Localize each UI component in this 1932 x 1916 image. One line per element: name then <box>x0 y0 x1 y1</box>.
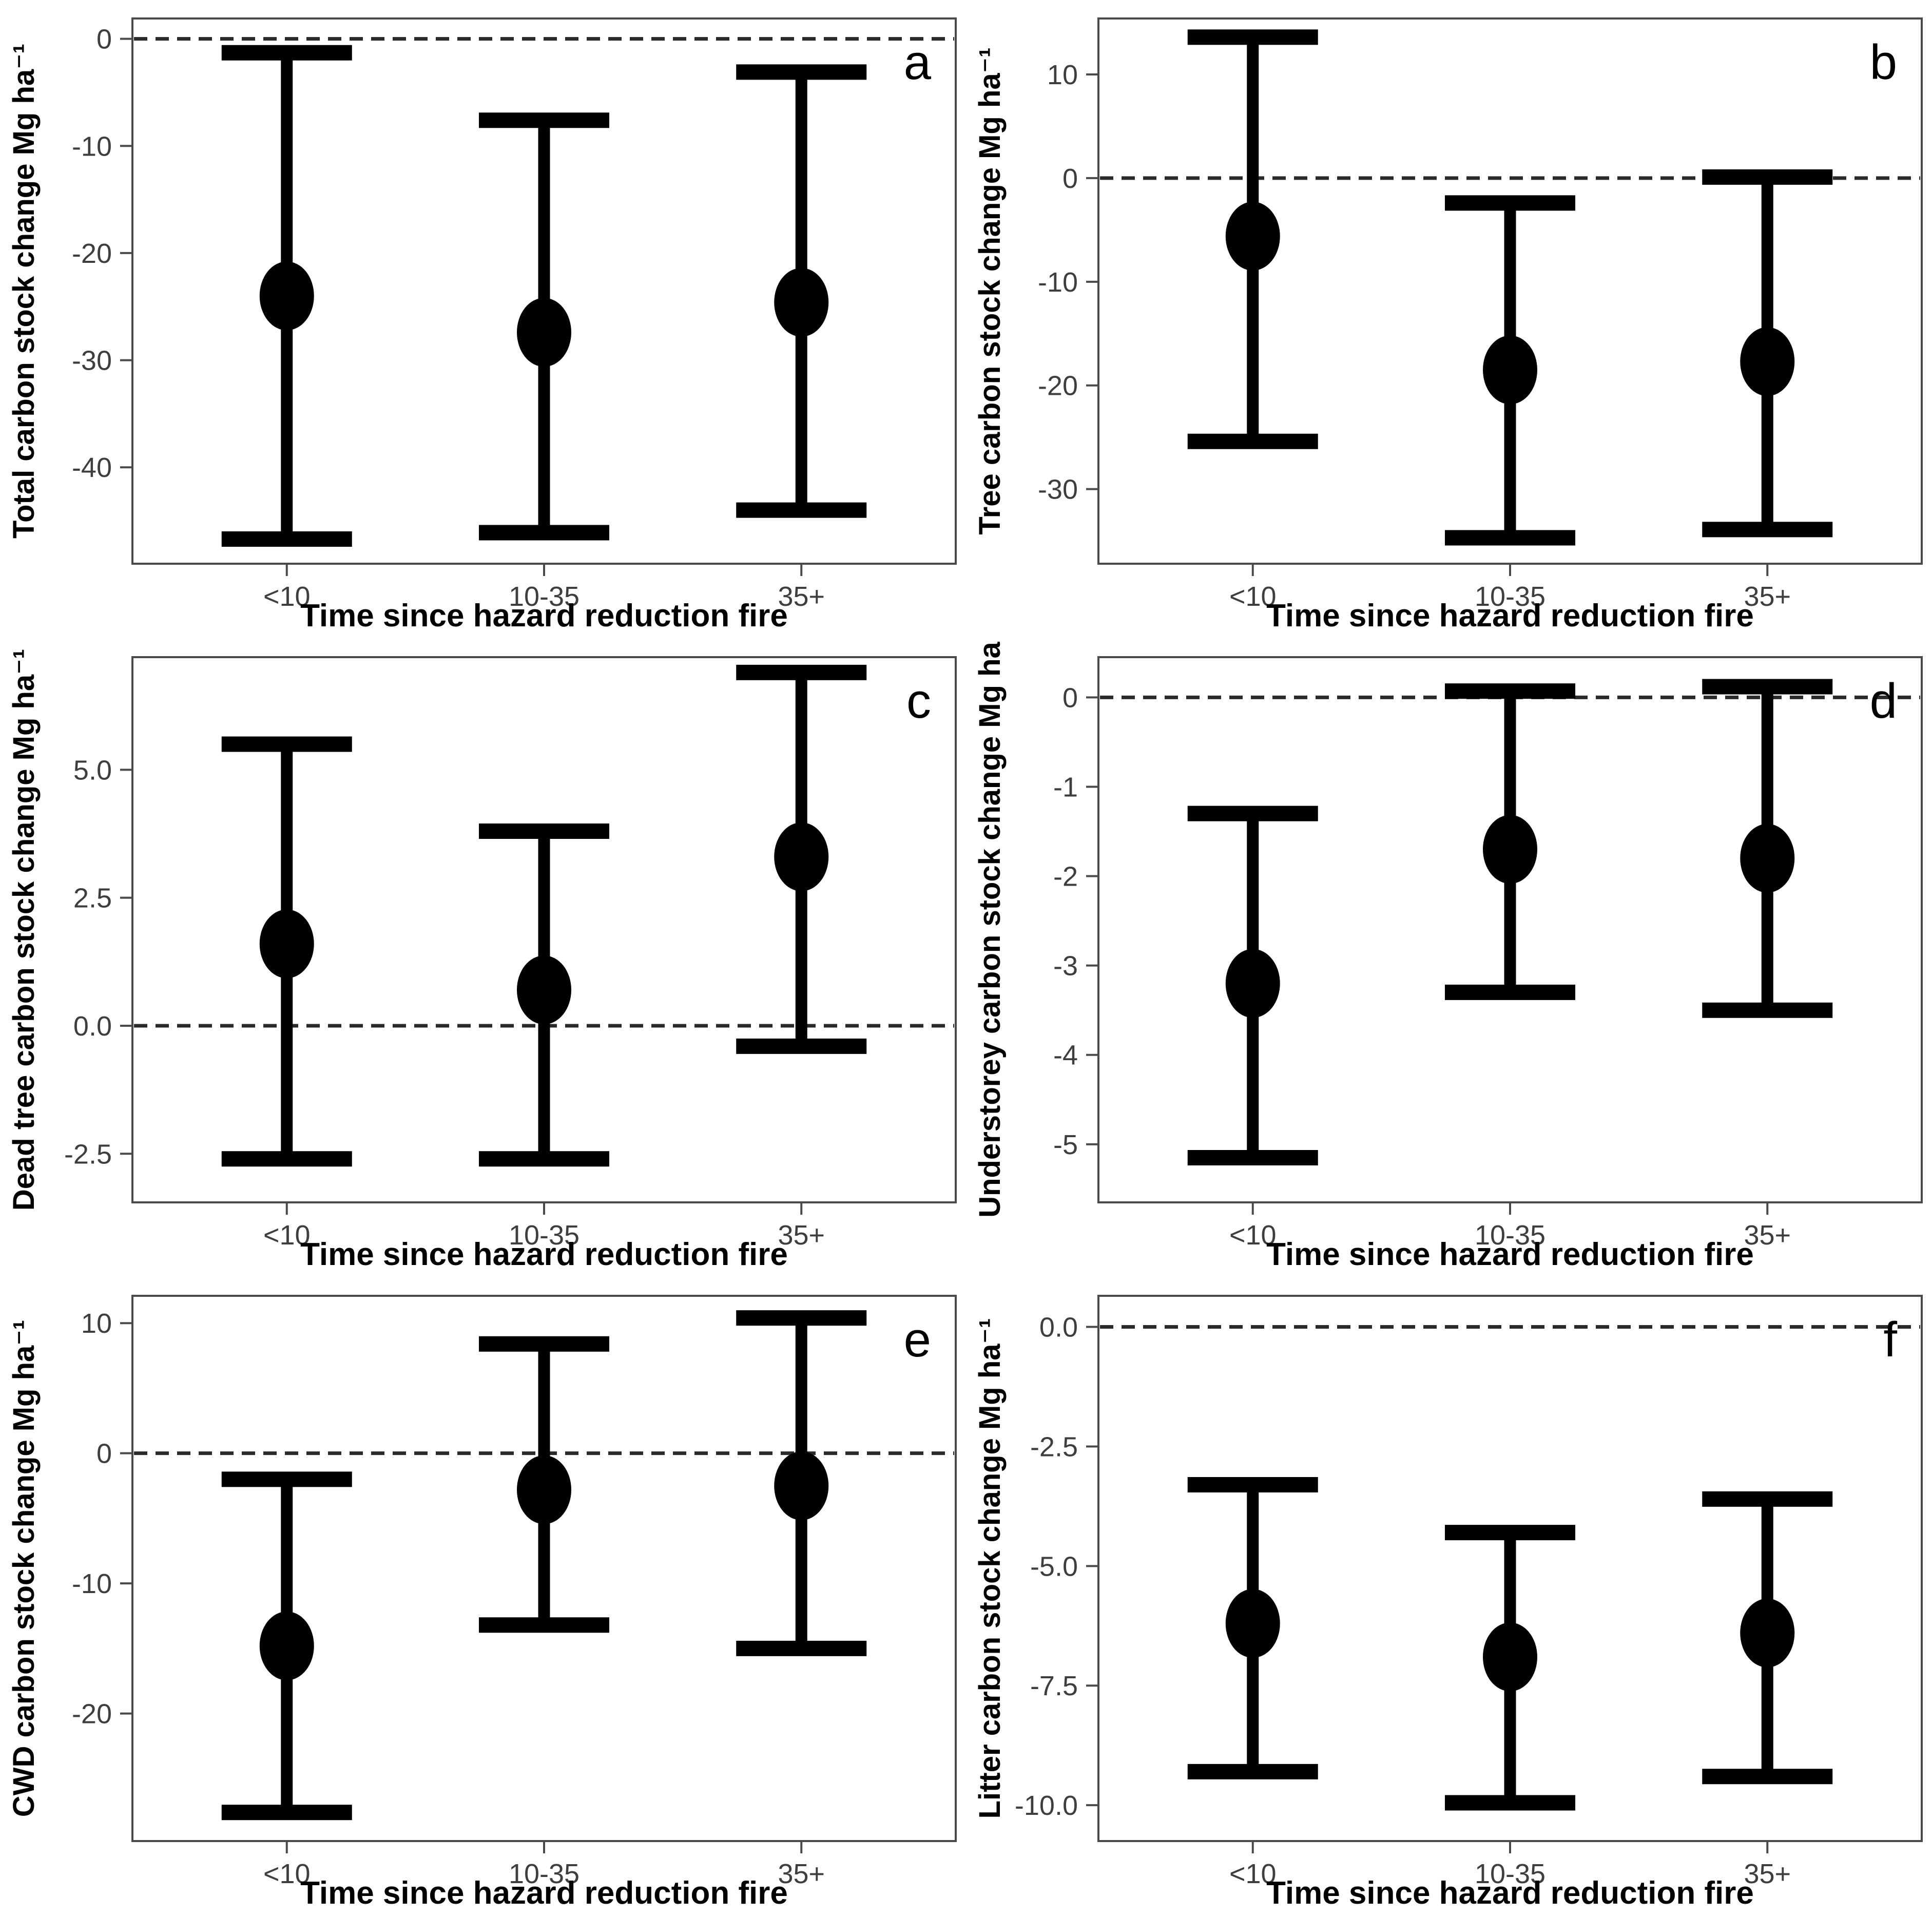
y-tick-label: -1 <box>1053 772 1078 802</box>
y-tick-label: 0 <box>96 1439 112 1469</box>
x-tick-label: 10-35 <box>509 1220 579 1251</box>
y-tick-label: 0.0 <box>1039 1312 1078 1343</box>
y-axis-title: Understorey carbon stock change Mg ha <box>973 641 1007 1217</box>
y-tick-label: -40 <box>72 452 112 483</box>
y-tick-label: -5 <box>1053 1129 1078 1160</box>
data-point <box>259 1611 314 1680</box>
y-tick-label: 5.0 <box>73 755 112 785</box>
y-tick-label: 10 <box>81 1308 112 1339</box>
y-axis-title: CWD carbon stock change Mg ha⁻¹ <box>7 1320 41 1817</box>
x-tick-label: <10 <box>1229 581 1277 612</box>
y-tick-label: 0 <box>1062 163 1078 194</box>
data-point <box>774 267 829 337</box>
y-tick-label: 2.5 <box>73 883 112 914</box>
data-point <box>1225 201 1280 271</box>
x-tick-label: <10 <box>263 1858 311 1889</box>
y-tick-label: -2.5 <box>64 1139 112 1170</box>
panel-letter: c <box>906 674 931 729</box>
y-tick-label: -30 <box>72 346 112 376</box>
data-point <box>1483 1622 1537 1692</box>
panel-e-cwd-carbon: 10 0 -10 -20 <10 10-35 35+Time since hazard re… <box>0 1277 966 1916</box>
x-tick-label: <10 <box>263 581 311 612</box>
x-tick-label: 10-35 <box>509 581 579 612</box>
x-axis-title: Time since hazard reduction fire <box>1266 598 1754 634</box>
x-axis-title: Time since hazard reduction fire <box>300 1875 788 1911</box>
x-tick-label: <10 <box>1229 1858 1277 1889</box>
y-tick-label: -2.5 <box>1030 1431 1078 1462</box>
x-tick-label: 35+ <box>1744 1858 1791 1889</box>
x-tick-label: 35+ <box>1744 581 1791 612</box>
data-point <box>1483 815 1537 884</box>
x-tick-label: 35+ <box>778 1858 825 1889</box>
data-point <box>1483 335 1537 405</box>
data-point <box>259 909 314 979</box>
y-tick-label: -30 <box>1038 474 1078 505</box>
y-tick-label: -20 <box>72 238 112 269</box>
y-tick-label: -20 <box>1038 371 1078 401</box>
y-axis-title: Tree carbon stock change Mg ha⁻¹ <box>973 47 1007 534</box>
x-tick-label: 10-35 <box>1475 1220 1545 1251</box>
data-point <box>1225 949 1280 1018</box>
panel-b-tree-carbon: 10 0 -10 -20 -30 <10 10-35 35+Time since hazard… <box>966 0 1932 639</box>
x-tick-label: 10-35 <box>509 1858 579 1889</box>
panel-letter: d <box>1870 674 1897 729</box>
y-tick-label: -10 <box>1038 267 1078 298</box>
panel-letter: e <box>904 1312 931 1367</box>
data-point <box>774 822 829 891</box>
y-axis-title: Total carbon stock change Mg ha⁻¹ <box>7 44 41 539</box>
x-tick-label: <10 <box>1229 1220 1277 1251</box>
panel-d-understorey-carbon: 0 -1 -2 -3 -4 -5 <10 10-35 35+Time since hazard … <box>966 639 1932 1277</box>
panel-letter: f <box>1883 1312 1897 1367</box>
panel-a-total-carbon: 0 -10 -20 -30 -40 <10 10-35 35+Time since hazar… <box>0 0 966 639</box>
y-tick-label: -5.0 <box>1030 1551 1078 1582</box>
x-tick-label: 10-35 <box>1475 581 1545 612</box>
y-tick-label: -7.5 <box>1030 1671 1078 1701</box>
data-point <box>1740 823 1795 893</box>
y-axis-title: Dead tree carbon stock change Mg ha⁻¹ <box>7 649 41 1211</box>
x-axis-title: Time since hazard reduction fire <box>300 598 788 634</box>
panel-c-dead-tree-carbon: 5.0 2.5 0.0 -2.5 <10 10-35 35+Time since hazar… <box>0 639 966 1277</box>
data-point <box>517 1455 571 1524</box>
y-tick-label: -10.0 <box>1015 1790 1078 1821</box>
panel-f-litter-carbon: 0.0 -2.5 -5.0 -7.5 -10.0 <10 10-35 35+Time sinc… <box>966 1277 1932 1916</box>
y-tick-label: -2 <box>1053 861 1078 892</box>
x-axis-title: Time since hazard reduction fire <box>1266 1875 1754 1911</box>
panel-letter: b <box>1870 35 1897 90</box>
data-point <box>1740 1598 1795 1668</box>
data-point <box>517 955 571 1025</box>
x-axis-title: Time since hazard reduction fire <box>1266 1237 1754 1272</box>
y-tick-label: -10 <box>72 131 112 162</box>
data-point <box>517 298 571 367</box>
x-tick-label: 35+ <box>778 581 825 612</box>
x-tick-label: 35+ <box>778 1220 825 1251</box>
x-tick-label: 10-35 <box>1475 1858 1545 1889</box>
panel-letter: a <box>904 35 932 90</box>
y-tick-label: -4 <box>1053 1040 1078 1071</box>
x-tick-label: <10 <box>263 1220 311 1251</box>
data-point <box>1740 327 1795 396</box>
y-tick-label: 0.0 <box>73 1011 112 1042</box>
y-axis-title: Litter carbon stock change Mg ha⁻¹ <box>973 1318 1007 1819</box>
data-point <box>774 1451 829 1521</box>
data-point <box>1225 1589 1280 1658</box>
y-tick-label: 10 <box>1047 60 1078 90</box>
y-tick-label: -20 <box>72 1699 112 1730</box>
data-point <box>259 261 314 331</box>
x-tick-label: 35+ <box>1744 1220 1791 1251</box>
y-tick-label: -10 <box>72 1568 112 1599</box>
y-tick-label: 0 <box>96 24 112 55</box>
x-axis-title: Time since hazard reduction fire <box>300 1237 788 1272</box>
y-tick-label: -3 <box>1053 951 1078 982</box>
y-tick-label: 0 <box>1062 682 1078 713</box>
